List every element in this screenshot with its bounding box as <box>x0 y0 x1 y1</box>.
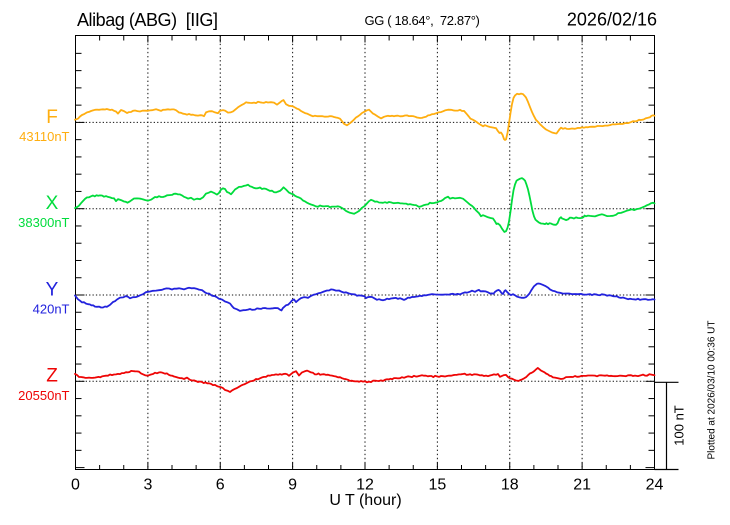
svg-text:9: 9 <box>288 476 297 493</box>
svg-text:X: X <box>46 193 59 214</box>
svg-text:18: 18 <box>501 476 519 493</box>
svg-text:0: 0 <box>71 476 80 493</box>
svg-text:6: 6 <box>216 476 225 493</box>
svg-text:38300nT: 38300nT <box>18 215 69 230</box>
svg-text:Alibag (ABG) [IIG]: Alibag (ABG) [IIG] <box>77 10 218 30</box>
svg-text:100 nT: 100 nT <box>672 405 687 446</box>
svg-text:F: F <box>46 107 58 128</box>
svg-text:12: 12 <box>356 476 374 493</box>
svg-text:15: 15 <box>429 476 447 493</box>
svg-text:24: 24 <box>646 476 664 493</box>
svg-text:GG ( 18.64°, 72.87°): GG ( 18.64°, 72.87°) <box>364 13 479 28</box>
svg-text:43110nT: 43110nT <box>19 129 69 144</box>
svg-text:3: 3 <box>143 476 152 493</box>
svg-text:20550nT: 20550nT <box>18 388 69 403</box>
svg-text:U T (hour): U T (hour) <box>329 492 401 509</box>
svg-text:2026/02/16: 2026/02/16 <box>567 10 657 30</box>
svg-text:21: 21 <box>573 476 591 493</box>
svg-text:420nT: 420nT <box>33 302 70 317</box>
svg-text:Y: Y <box>46 279 59 300</box>
svg-text:Z: Z <box>46 366 58 387</box>
svg-text:Plotted at 2026/03/10 00:36 UT: Plotted at 2026/03/10 00:36 UT <box>707 321 718 460</box>
